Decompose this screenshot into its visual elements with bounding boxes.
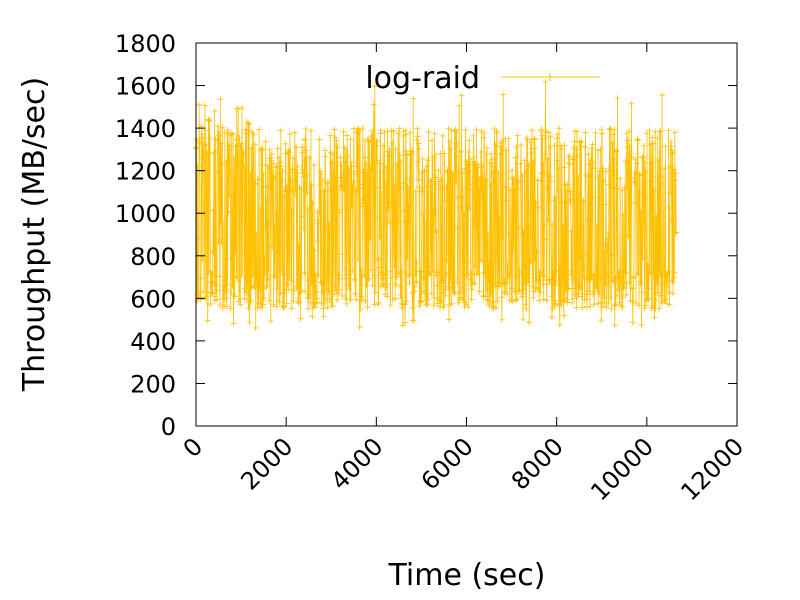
x-tick-label: 8000 xyxy=(506,432,569,495)
y-tick-label: 800 xyxy=(130,243,176,271)
y-tick-label: 400 xyxy=(130,328,176,356)
y-tick-label: 1200 xyxy=(115,158,176,186)
legend: log-raid xyxy=(365,61,600,96)
legend-label: log-raid xyxy=(365,61,480,96)
y-tick-label: 1600 xyxy=(115,73,176,101)
y-tick-label: 1000 xyxy=(115,200,176,228)
x-tick-label: 6000 xyxy=(416,432,479,495)
x-tick-label: 10000 xyxy=(585,432,659,506)
y-axis: 0 200 400 600 800 1000 1200 1400 1600 1800 xyxy=(115,30,737,441)
x-tick-label: 0 xyxy=(178,432,209,463)
x-tick-label: 4000 xyxy=(326,432,389,495)
x-axis-title: Time (sec) xyxy=(388,558,546,593)
x-tick-label: 12000 xyxy=(675,432,749,506)
y-tick-label: 1400 xyxy=(115,115,176,143)
series-log-raid xyxy=(193,78,680,331)
y-tick-label: 600 xyxy=(130,285,176,313)
legend-marker xyxy=(546,73,554,81)
y-axis-title: Throughput (MB/sec) xyxy=(17,77,52,392)
x-tick-label: 2000 xyxy=(235,432,298,495)
y-tick-label: 1800 xyxy=(115,30,176,58)
y-tick-label: 200 xyxy=(130,370,176,398)
y-tick-label: 0 xyxy=(161,413,176,441)
